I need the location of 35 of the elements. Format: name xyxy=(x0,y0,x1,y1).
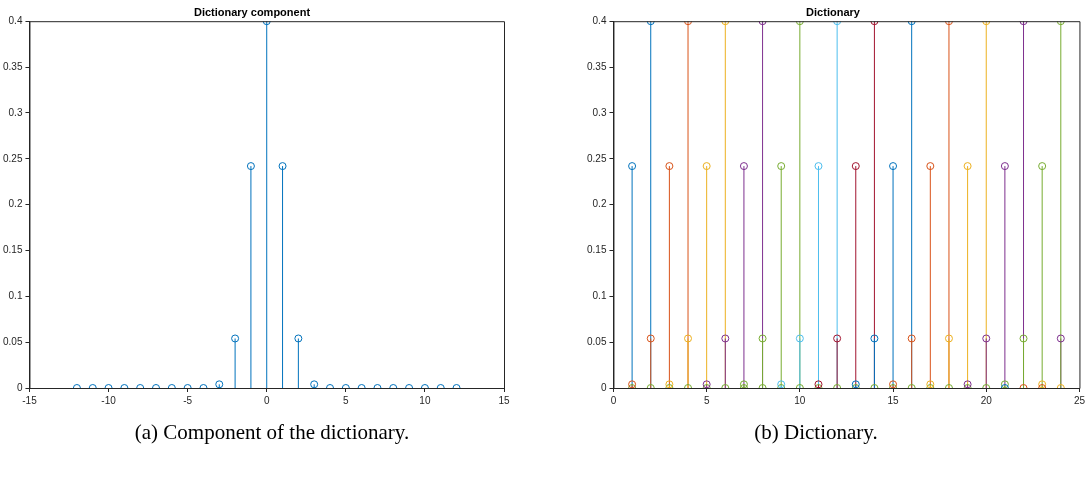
y-tick-label: 0 xyxy=(600,381,607,393)
text: (a) Component of the dictionary. xyxy=(133,420,411,445)
x-tick-label: 5 xyxy=(703,394,710,406)
x-tick-label: 15 xyxy=(887,394,900,406)
x-tick-label: -15 xyxy=(22,394,38,406)
x-tick-label: 15 xyxy=(498,394,510,406)
x-tick-label: 20 xyxy=(980,394,993,406)
y-tick-label: 0.1 xyxy=(592,290,607,302)
x-tick-label: -10 xyxy=(101,394,117,406)
x-tick-label: 10 xyxy=(419,394,431,406)
chart-title: Dictionary xyxy=(806,5,861,18)
x-tick-label: 25 xyxy=(1073,394,1086,406)
y-tick-label: 0.35 xyxy=(586,60,607,72)
x-tick-label: 0 xyxy=(263,394,270,406)
y-tick-label: 0.2 xyxy=(592,198,607,210)
chart-title: Dictionary component xyxy=(193,5,311,18)
x-tick-label: 10 xyxy=(794,394,806,406)
y-tick-label: 0.05 xyxy=(586,335,607,347)
x-tick-label: -5 xyxy=(183,394,193,406)
text: (b) Dictionary. xyxy=(753,420,879,445)
y-tick-label: 0.1 xyxy=(8,290,23,302)
y-tick-label: 0.35 xyxy=(2,60,23,72)
x-tick-label: 5 xyxy=(343,394,350,406)
y-tick-label: 0.15 xyxy=(586,244,607,256)
y-tick-label: 0.3 xyxy=(8,106,23,118)
y-tick-label: 0.3 xyxy=(592,106,607,118)
y-tick-label: 0.05 xyxy=(2,335,23,347)
y-tick-label: 0.4 xyxy=(592,14,607,26)
y-tick-label: 0.25 xyxy=(586,152,607,164)
y-tick-label: 0.2 xyxy=(8,198,23,210)
y-tick-label: 0.15 xyxy=(2,244,23,256)
y-tick-label: 0.4 xyxy=(8,14,23,26)
y-tick-label: 0 xyxy=(16,381,23,393)
y-tick-label: 0.25 xyxy=(2,152,23,164)
x-tick-label: 0 xyxy=(610,394,617,406)
